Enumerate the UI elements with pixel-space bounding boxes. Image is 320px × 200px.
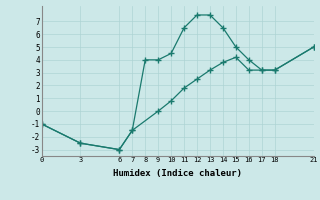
X-axis label: Humidex (Indice chaleur): Humidex (Indice chaleur) (113, 169, 242, 178)
